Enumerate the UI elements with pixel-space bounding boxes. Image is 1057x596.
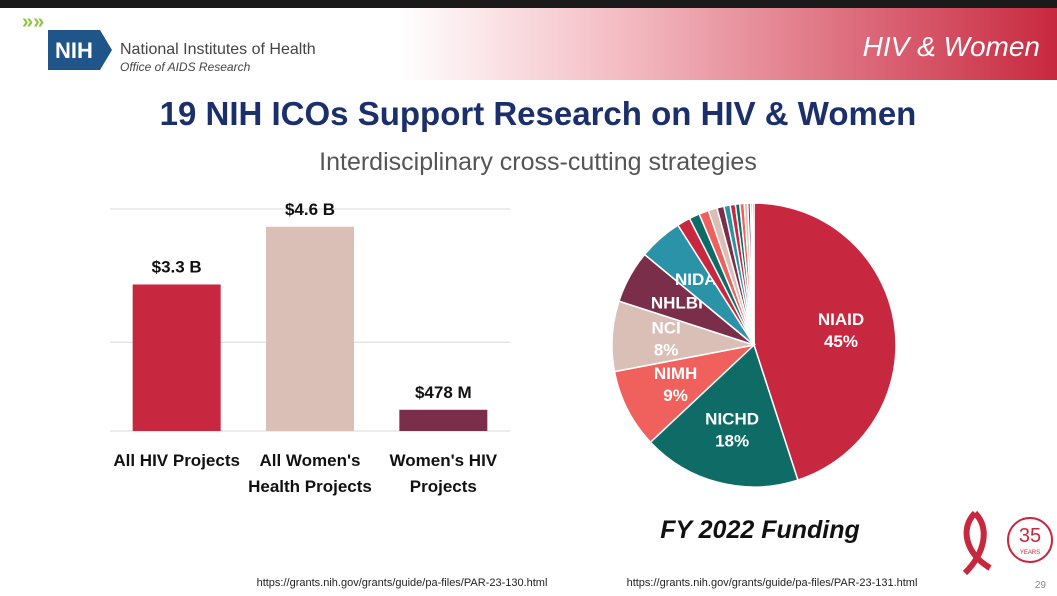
slice-label: NIDA xyxy=(675,270,717,289)
link[interactable]: https://grants.nih.gov/grants/guide/pa-f… xyxy=(257,577,548,589)
x-tick-label: All Women's Health Projects xyxy=(248,451,372,496)
ribbon xyxy=(962,510,992,576)
badge-ring xyxy=(1007,517,1053,563)
pie-slice xyxy=(613,343,757,444)
org-name: National Institutes of Health xyxy=(120,41,316,58)
slide-title: 19 NIH ICOs Support Research on HIV & Wo… xyxy=(160,95,917,132)
slice-value-label: 18% xyxy=(715,431,749,450)
value-label: $478 M xyxy=(415,383,472,402)
chart-caption: FY 2022 Funding xyxy=(660,516,860,544)
x-tick-label: Women's HIV Projects xyxy=(389,451,498,496)
bar xyxy=(266,226,354,431)
logo-arrow xyxy=(100,30,112,70)
slice-label: NIAID xyxy=(818,310,864,329)
badge-text: YEARS xyxy=(1020,550,1040,556)
office-name: Office of AIDS Research xyxy=(120,60,251,74)
header-tag: HIV & Women xyxy=(863,31,1040,62)
slice-label: NHLBI xyxy=(651,294,703,313)
slide-subtitle: Interdisciplinary cross-cutting strategi… xyxy=(319,148,757,176)
slice-value-label: 45% xyxy=(824,332,858,351)
x-tick-label: All HIV Projects xyxy=(113,451,240,470)
value-label: $3.3 B xyxy=(152,257,202,276)
badge-number: 35 xyxy=(1019,525,1041,547)
logo-text: NIH xyxy=(55,38,93,63)
slice-value-label: 8% xyxy=(654,340,679,359)
pie-slice xyxy=(751,202,755,346)
slice-value-label: 9% xyxy=(663,386,688,405)
slice-label: NICHD xyxy=(705,409,759,428)
link[interactable]: https://grants.nih.gov/grants/guide/pa-f… xyxy=(627,577,918,589)
slide: »» NIH National Institutes of Health Off… xyxy=(0,8,1057,596)
slice-label: NCI xyxy=(651,318,680,337)
slice-label: NIMH xyxy=(654,364,697,383)
header-band xyxy=(400,8,1057,80)
page-number: 29 xyxy=(1035,580,1047,591)
chevrons: »» xyxy=(22,11,44,33)
bar xyxy=(132,284,221,431)
value-label: $4.6 B xyxy=(285,200,335,219)
bar xyxy=(399,409,488,431)
pie-slice xyxy=(649,343,799,488)
pie-slice xyxy=(753,202,897,481)
logo-box xyxy=(48,30,100,70)
slide-canvas: »» NIH National Institutes of Health Off… xyxy=(22,8,1057,591)
